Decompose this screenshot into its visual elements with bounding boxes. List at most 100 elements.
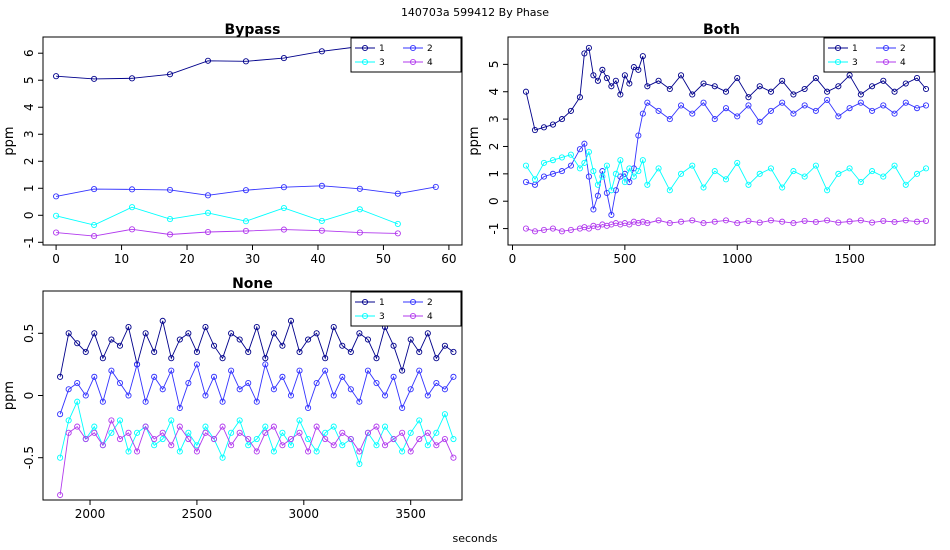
data-point — [603, 75, 610, 82]
data-point — [424, 392, 431, 399]
data-point — [142, 330, 149, 337]
data-point — [567, 162, 574, 169]
data-point — [245, 348, 252, 356]
y-tick-label: 2 — [487, 143, 501, 151]
y-tick-label: 0.5 — [22, 324, 36, 343]
data-point — [253, 435, 260, 443]
legend-label: 3 — [379, 58, 385, 68]
data-point — [585, 173, 592, 180]
data-point — [125, 324, 132, 331]
data-point — [700, 99, 707, 106]
data-point — [279, 429, 286, 436]
data-point — [835, 113, 842, 120]
data-point — [242, 218, 250, 225]
y-tick-label: 0 — [22, 392, 36, 400]
data-point — [287, 392, 295, 399]
data-point — [585, 225, 592, 232]
data-point — [381, 392, 389, 399]
y-tick-label: 1 — [22, 184, 36, 192]
data-point — [779, 218, 786, 225]
data-point — [134, 429, 141, 436]
data-point — [416, 348, 423, 356]
data-point — [677, 218, 685, 225]
data-point — [228, 330, 235, 337]
data-point — [891, 88, 898, 95]
y-tick-label: 6 — [22, 49, 36, 57]
series-2 — [522, 96, 930, 218]
data-point — [801, 85, 808, 93]
data-point — [356, 206, 363, 213]
data-point — [617, 157, 624, 164]
data-point — [356, 448, 363, 455]
data-point — [594, 224, 601, 231]
data-point — [891, 162, 898, 169]
data-point — [621, 72, 628, 79]
data-point — [168, 367, 175, 374]
data-point — [612, 77, 619, 84]
data-point — [540, 226, 548, 233]
x-tick-label: 40 — [310, 252, 325, 266]
data-point — [176, 336, 183, 343]
data-point — [204, 209, 212, 216]
data-point — [202, 392, 209, 399]
data-point — [416, 417, 423, 424]
data-point — [381, 423, 389, 430]
x-tick-label: 0 — [509, 252, 517, 266]
data-point — [522, 179, 530, 186]
data-point — [280, 55, 287, 62]
data-point — [779, 99, 786, 106]
data-point — [635, 132, 642, 139]
series-line — [525, 99, 927, 215]
data-point — [219, 423, 226, 430]
data-point — [734, 113, 741, 120]
data-point — [880, 173, 887, 180]
data-point — [540, 159, 548, 166]
chart-title: Bypass — [225, 22, 281, 38]
data-point — [745, 102, 752, 109]
legend-marker — [409, 58, 417, 66]
data-point — [116, 380, 124, 387]
data-point — [594, 192, 601, 199]
data-point — [700, 184, 707, 191]
data-point — [53, 212, 60, 219]
y-tick-label: 3 — [487, 115, 501, 123]
data-point — [902, 181, 909, 188]
data-point — [262, 429, 269, 436]
data-point — [913, 75, 921, 82]
data-point — [159, 429, 166, 436]
data-point — [612, 170, 619, 177]
data-point — [407, 448, 414, 455]
data-point — [621, 179, 628, 186]
data-point — [433, 442, 440, 449]
data-point — [790, 110, 797, 117]
data-point — [236, 429, 243, 436]
series-4 — [53, 226, 401, 240]
data-point — [441, 411, 448, 418]
data-point — [902, 99, 909, 106]
data-point — [116, 342, 124, 349]
data-point — [639, 157, 646, 164]
data-point — [219, 398, 226, 405]
data-point — [74, 398, 81, 405]
data-point — [390, 435, 397, 443]
x-tick-label: 60 — [441, 252, 456, 266]
data-point — [125, 448, 132, 455]
series-2 — [53, 182, 439, 200]
data-point — [558, 154, 565, 161]
data-point — [880, 77, 887, 84]
data-point — [599, 173, 606, 180]
data-point — [756, 219, 763, 226]
series-2 — [57, 361, 457, 418]
data-point — [549, 225, 556, 232]
data-point — [262, 361, 269, 368]
data-point — [399, 429, 406, 436]
data-point — [65, 429, 72, 436]
data-point — [134, 361, 141, 368]
data-point — [450, 435, 457, 443]
data-point — [193, 348, 200, 356]
x-tick-label: 30 — [245, 252, 260, 266]
data-point — [922, 165, 930, 172]
data-point — [202, 423, 209, 430]
legend-label: 1 — [852, 44, 858, 54]
data-point — [779, 77, 786, 84]
